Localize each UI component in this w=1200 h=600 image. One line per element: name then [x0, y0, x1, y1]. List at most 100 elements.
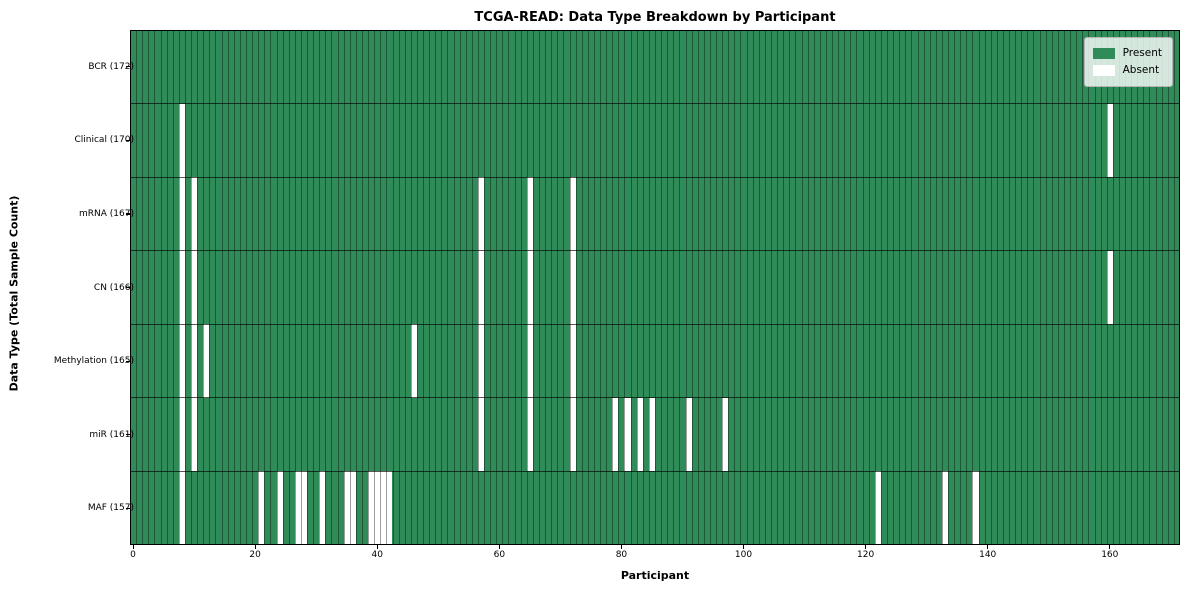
participant-gridline — [215, 30, 217, 545]
participant-gridline — [1106, 30, 1108, 545]
y-tick-mark — [126, 66, 130, 68]
y-tick-mark — [126, 507, 130, 509]
participant-gridline — [1131, 30, 1133, 545]
participant-gridline — [1161, 30, 1163, 545]
x-tick-mark — [498, 545, 501, 549]
participant-gridline — [1057, 30, 1059, 545]
x-tick-label: 140 — [979, 550, 997, 560]
x-tick-label: 160 — [1101, 550, 1119, 560]
absent-cell — [343, 471, 350, 545]
participant-gridline — [203, 30, 205, 545]
participant-gridline — [502, 30, 504, 545]
participant-gridline — [856, 30, 858, 545]
participant-gridline — [984, 30, 986, 545]
participant-gridline — [648, 30, 650, 545]
x-tick-mark — [987, 545, 989, 549]
participant-gridline — [191, 30, 193, 545]
participant-gridline — [929, 30, 931, 545]
participant-gridline — [1118, 30, 1120, 545]
absent-cell — [178, 471, 185, 545]
y-tick-label: Clinical (170) — [74, 135, 134, 146]
participant-gridline — [154, 30, 156, 545]
participant-gridline — [337, 30, 339, 545]
absent-cell — [569, 177, 576, 251]
participant-gridline — [972, 30, 974, 545]
y-tick-mark — [126, 360, 130, 362]
absent-cell — [636, 397, 643, 472]
participant-gridline — [862, 30, 864, 545]
participant-gridline — [655, 30, 656, 545]
participant-gridline — [258, 30, 260, 545]
participant-gridline — [679, 30, 681, 545]
plot-area: Present Absent — [130, 30, 1180, 545]
participant-gridline — [557, 30, 559, 545]
legend: Present Absent — [1083, 37, 1173, 87]
participant-gridline — [178, 30, 180, 545]
participant-gridline — [691, 30, 693, 545]
x-tick-mark — [743, 545, 745, 549]
participant-gridline — [331, 30, 333, 545]
participant-gridline — [1082, 30, 1084, 545]
participant-gridline — [874, 30, 876, 545]
participant-gridline — [966, 30, 968, 545]
absent-cell — [569, 397, 576, 472]
participant-gridline — [496, 30, 498, 545]
participant-gridline — [1015, 30, 1017, 545]
y-tick-mark — [126, 287, 130, 289]
participant-gridline — [954, 30, 956, 545]
absent-cell — [685, 397, 692, 472]
participant-gridline — [392, 30, 394, 545]
x-tick-label: 80 — [615, 550, 628, 560]
x-tick-label: 120 — [857, 550, 875, 560]
participant-gridline — [184, 30, 186, 545]
absent-cell — [191, 250, 198, 325]
participant-gridline — [294, 30, 296, 545]
participant-gridline — [832, 30, 834, 545]
absent-cell — [178, 177, 185, 251]
absent-cell — [874, 471, 881, 545]
participant-gridline — [526, 30, 528, 545]
participant-gridline — [453, 30, 455, 545]
participant-gridline — [532, 30, 534, 545]
participant-gridline — [600, 30, 602, 545]
participant-gridline — [374, 30, 376, 545]
participant-gridline — [1143, 30, 1145, 545]
participant-gridline — [825, 30, 827, 545]
participant-gridline — [398, 30, 400, 545]
absent-cell — [203, 324, 210, 398]
present-swatch-icon — [1092, 48, 1115, 59]
participant-gridline — [581, 30, 583, 545]
legend-item-present: Present — [1092, 45, 1162, 62]
participant-gridline — [416, 30, 418, 545]
participant-gridline — [1088, 30, 1090, 545]
participant-gridline — [880, 30, 882, 545]
absent-cell — [374, 471, 381, 545]
participant-gridline — [551, 30, 553, 545]
participant-gridline — [514, 30, 516, 545]
absent-cell — [477, 250, 485, 325]
participant-gridline — [1076, 30, 1078, 545]
participant-gridline — [300, 30, 302, 545]
participant-gridline — [709, 30, 711, 545]
y-tick-mark — [126, 213, 130, 215]
participant-gridline — [1039, 30, 1041, 545]
absent-cell — [178, 250, 185, 325]
participant-gridline — [575, 30, 577, 545]
participant-gridline — [1155, 30, 1157, 545]
participant-gridline — [886, 30, 888, 545]
absent-cell — [648, 397, 655, 472]
participant-gridline — [447, 30, 449, 545]
participant-gridline — [508, 30, 510, 545]
participant-gridline — [941, 30, 943, 545]
participant-gridline — [1045, 30, 1047, 545]
participant-gridline — [545, 30, 547, 545]
absent-cell — [526, 324, 533, 398]
absent-cell — [526, 177, 533, 251]
participant-gridline — [307, 30, 309, 545]
participant-gridline — [728, 30, 730, 545]
participant-gridline — [142, 30, 144, 545]
participant-gridline — [197, 30, 199, 545]
participant-gridline — [1009, 30, 1011, 545]
x-tick-label: 20 — [249, 550, 261, 560]
absent-cell — [319, 471, 326, 545]
